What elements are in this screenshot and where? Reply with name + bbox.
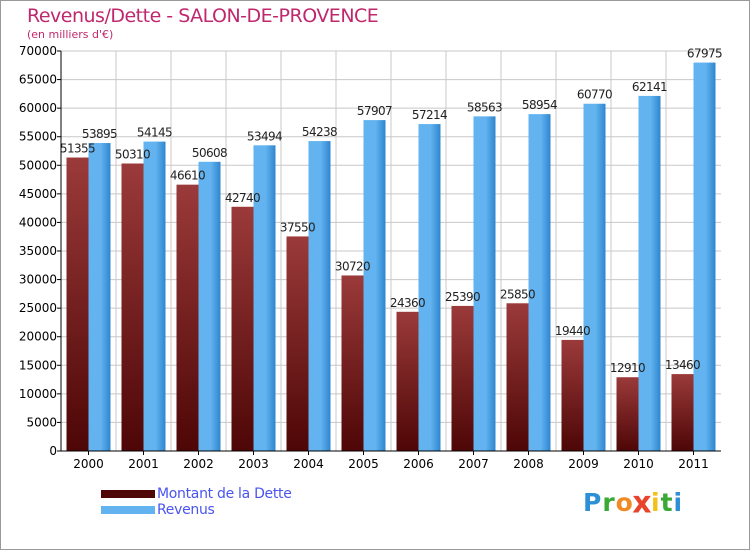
data-label-dette: 25390	[445, 290, 480, 304]
data-label-dette: 25850	[500, 287, 535, 301]
legend-swatch-revenus	[101, 506, 155, 514]
bar-dette	[231, 206, 254, 451]
bar-dette	[561, 339, 584, 451]
proxiti-logo: Proxiti	[583, 485, 684, 520]
y-tick-label: 15000	[19, 358, 57, 372]
y-tick-label: 40000	[19, 215, 57, 229]
logo-letter: P	[583, 488, 603, 517]
data-label-revenus: 57907	[357, 104, 392, 118]
data-label-dette: 30720	[335, 259, 370, 273]
bar-dette	[396, 311, 419, 451]
x-tick-label: 2009	[568, 457, 599, 471]
bar-revenus	[308, 141, 331, 451]
x-tick-label: 2004	[293, 457, 324, 471]
legend-swatch-dette	[101, 490, 155, 498]
bar-revenus	[418, 124, 441, 451]
chart-title: Revenus/Dette - SALON-DE-PROVENCE	[27, 5, 379, 27]
bar-revenus	[583, 103, 606, 451]
x-tick-label: 2000	[73, 457, 104, 471]
bar-revenus	[198, 161, 221, 451]
data-label-dette: 42740	[225, 191, 260, 205]
x-tick-label: 2002	[183, 457, 214, 471]
logo-letter: x	[632, 485, 653, 520]
chart-subtitle: (en milliers d'€)	[27, 28, 114, 41]
x-tick-label: 2011	[678, 457, 709, 471]
data-label-revenus: 50608	[192, 146, 227, 160]
bar-revenus	[253, 145, 276, 451]
bar-revenus	[143, 141, 166, 451]
x-tick-label: 2007	[458, 457, 489, 471]
bar-dette	[671, 374, 694, 451]
x-tick-label: 2001	[128, 457, 159, 471]
y-tick-label: 35000	[19, 244, 57, 258]
data-label-revenus: 58563	[467, 100, 502, 114]
data-label-revenus: 53895	[82, 127, 117, 141]
y-tick-label: 30000	[19, 273, 57, 287]
bar-revenus	[88, 143, 111, 451]
y-tick-label: 60000	[19, 101, 57, 115]
data-label-dette: 24360	[390, 296, 425, 310]
y-tick-label: 55000	[19, 130, 57, 144]
data-label-dette: 19440	[555, 324, 590, 338]
x-tick-label: 2003	[238, 457, 269, 471]
logo-letter: o	[615, 488, 634, 517]
y-tick-label: 45000	[19, 187, 57, 201]
bar-revenus	[473, 116, 496, 452]
data-label-revenus: 58954	[522, 98, 557, 112]
logo-letter: t	[660, 488, 674, 517]
data-label-dette: 46610	[170, 169, 205, 183]
legend-label-dette: Montant de la Dette	[157, 486, 292, 502]
x-tick-label: 2005	[348, 457, 379, 471]
y-tick-label: 20000	[19, 330, 57, 344]
y-tick-label: 50000	[19, 158, 57, 172]
bar-dette	[121, 163, 144, 451]
bar-revenus	[363, 120, 386, 452]
bar-dette	[341, 275, 364, 451]
bar-dette	[451, 305, 474, 451]
data-label-revenus: 57214	[412, 108, 447, 122]
x-tick-label: 2010	[623, 457, 654, 471]
data-label-revenus: 54238	[302, 125, 337, 139]
data-label-revenus: 67975	[687, 47, 722, 61]
y-tick-label: 65000	[19, 73, 57, 87]
bar-revenus	[528, 114, 551, 452]
bar-dette	[286, 236, 309, 451]
data-label-dette: 13460	[665, 358, 700, 372]
y-tick-label: 0	[49, 444, 57, 458]
data-label-dette: 51355	[60, 142, 95, 156]
y-tick-label: 10000	[19, 387, 57, 401]
y-tick-label: 5000	[26, 415, 57, 429]
x-tick-label: 2008	[513, 457, 544, 471]
logo-letter: i	[651, 488, 661, 517]
bar-dette	[616, 377, 639, 451]
y-tick-label: 25000	[19, 301, 57, 315]
data-label-dette: 50310	[115, 148, 150, 162]
bar-dette	[176, 184, 199, 451]
data-label-revenus: 62141	[632, 80, 667, 94]
bar-dette	[506, 303, 529, 451]
x-tick-label: 2006	[403, 457, 434, 471]
data-label-revenus: 54145	[137, 126, 172, 140]
data-label-revenus: 60770	[577, 88, 612, 102]
bar-revenus	[693, 62, 716, 451]
bar-revenus	[638, 95, 661, 451]
data-label-dette: 12910	[610, 361, 645, 375]
data-label-dette: 37550	[280, 220, 315, 234]
data-label-revenus: 53494	[247, 129, 282, 143]
y-tick-label: 70000	[19, 44, 57, 58]
logo-letter: r	[602, 488, 616, 517]
legend-label-revenus: Revenus	[157, 502, 215, 518]
logo-letter: i	[673, 488, 684, 517]
bar-dette	[66, 157, 89, 452]
